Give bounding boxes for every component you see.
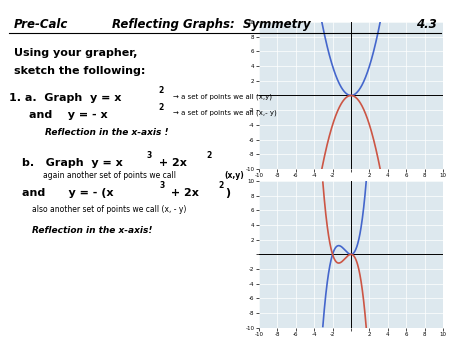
Text: again another set of points we call: again another set of points we call [43,171,176,180]
Text: Reflecting Graphs:  Symmetry: Reflecting Graphs: Symmetry [112,18,311,31]
Text: 2: 2 [206,151,211,160]
Text: and      y = - (x: and y = - (x [22,188,114,198]
Text: 4.3: 4.3 [416,18,436,31]
Text: Using your grapher,: Using your grapher, [14,48,137,58]
Text: ): ) [225,188,230,198]
Text: Pre-Calc: Pre-Calc [14,18,68,31]
Text: 2: 2 [159,103,164,112]
Text: and    y = - x: and y = - x [29,110,108,120]
Text: → a set of points we all (x,- y): → a set of points we all (x,- y) [173,110,277,117]
Text: 2: 2 [219,181,224,190]
Text: + 2x: + 2x [167,188,199,198]
Text: 1. a.  Graph  y = x: 1. a. Graph y = x [9,93,122,103]
Text: 2: 2 [159,86,164,95]
Text: + 2x: + 2x [155,158,187,168]
Text: → a set of points we all (x,y): → a set of points we all (x,y) [173,93,272,99]
Text: Reflection in the x-axis !: Reflection in the x-axis ! [45,128,169,137]
Text: Reflection in the x-axis!: Reflection in the x-axis! [32,226,152,235]
Text: b.   Graph  y = x: b. Graph y = x [22,158,123,168]
Text: (x,y): (x,y) [224,171,244,180]
Text: also another set of points we call (x, - y): also another set of points we call (x, -… [32,205,186,214]
Text: 3: 3 [160,181,165,190]
Text: 3: 3 [146,151,152,160]
Text: sketch the following:: sketch the following: [14,66,145,76]
